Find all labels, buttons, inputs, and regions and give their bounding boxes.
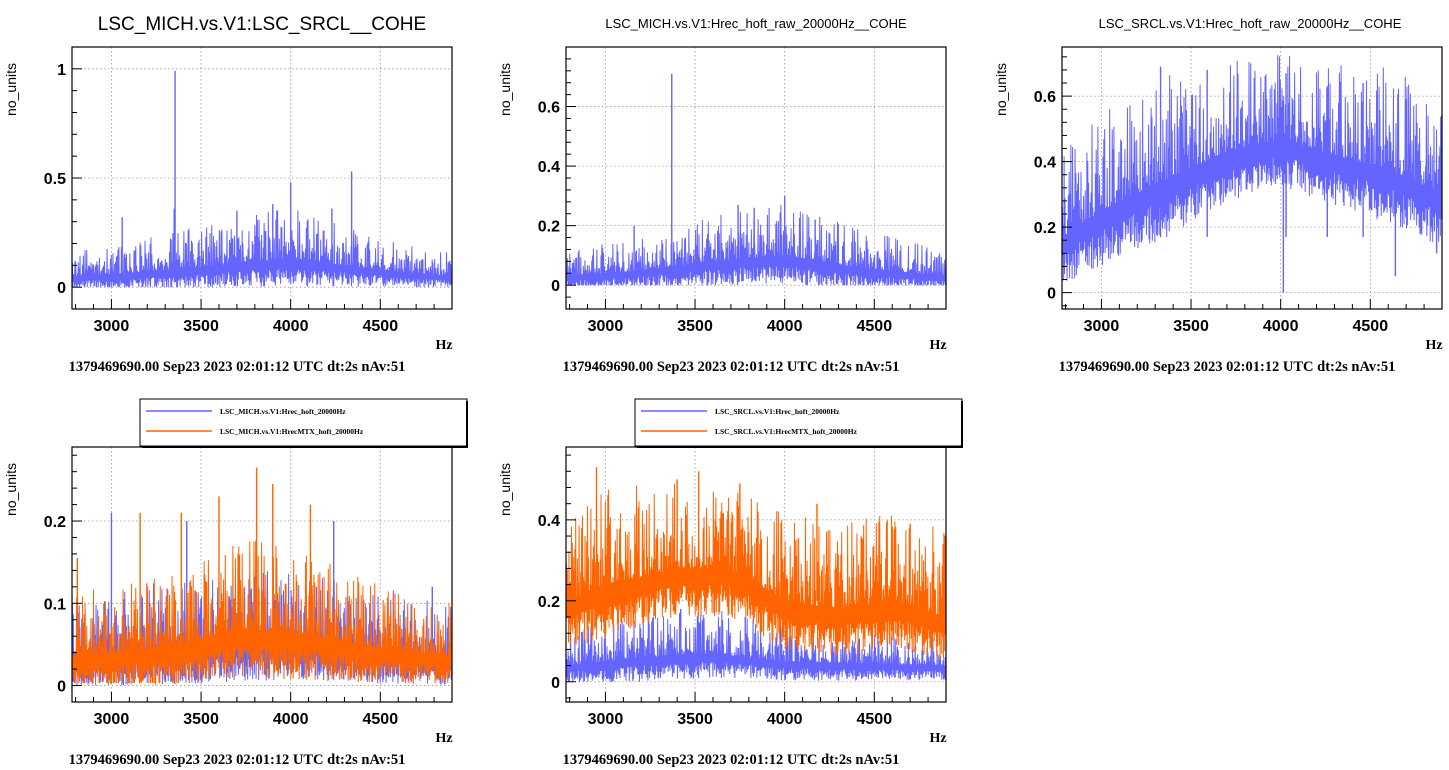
y-tick-label: 0 <box>57 679 66 696</box>
y-tick-label: 0.2 <box>1034 220 1056 237</box>
chart-panel-2: LSC_MICH.vs.V1:Hrec_hoft_raw_20000Hz__CO… <box>497 16 947 375</box>
series-trace <box>72 210 452 288</box>
x-tick-label: 3500 <box>1173 318 1209 335</box>
x-tick-label: 3500 <box>677 318 713 335</box>
series-trace <box>1062 55 1442 281</box>
x-tick-label: 3000 <box>94 711 130 728</box>
legend-label: LSC_MICH.vs.V1:HrecMTX_hoft_20000Hz <box>220 427 364 436</box>
y-tick-label: 0.4 <box>538 513 560 530</box>
y-axis <box>1062 56 1072 307</box>
y-tick-label: 0 <box>1047 286 1056 303</box>
x-axis <box>1065 299 1443 309</box>
y-axis <box>566 454 576 699</box>
chart-footer: 1379469690.00 Sep23 2023 02:01:12 UTC dt… <box>563 752 900 768</box>
chart-footer: 1379469690.00 Sep23 2023 02:01:12 UTC dt… <box>69 752 406 768</box>
x-tick-label: 4000 <box>1263 318 1299 335</box>
chart-title: LSC_MICH.vs.V1:Hrec_hoft_raw_20000Hz__CO… <box>605 16 907 31</box>
chart-footer: 1379469690.00 Sep23 2023 02:01:12 UTC dt… <box>69 359 406 375</box>
legend-box <box>139 398 468 447</box>
x-tick-label: 4500 <box>857 711 893 728</box>
x-tick-label: 3500 <box>183 711 219 728</box>
x-axis <box>75 299 453 309</box>
y-tick-label: 0 <box>551 278 560 295</box>
chart-title: LSC_SRCL.vs.V1:Hrec_hoft_raw_20000Hz__CO… <box>1099 16 1402 31</box>
chart-footer: 1379469690.00 Sep23 2023 02:01:12 UTC dt… <box>563 359 900 375</box>
x-axis-label: Hz <box>435 338 452 353</box>
y-tick-label: 0.1 <box>44 596 66 613</box>
x-tick-label: 3000 <box>94 318 130 335</box>
y-axis <box>72 46 82 310</box>
x-tick-label: 3000 <box>588 318 624 335</box>
plot-frame <box>1061 46 1443 310</box>
x-axis-label: Hz <box>435 731 452 746</box>
legend: LSC_SRCL.vs.V1:Hrec_hoft_20000Hz LSC_SRCL… <box>634 398 963 448</box>
x-tick-label: 3500 <box>183 318 219 335</box>
x-tick-label: 4500 <box>363 711 399 728</box>
x-axis-label: Hz <box>929 338 946 353</box>
legend-label: LSC_SRCL.vs.V1:HrecMTX_hoft_20000Hz <box>715 427 858 436</box>
y-tick-label: 0 <box>57 280 66 297</box>
series-trace <box>566 611 946 682</box>
grid <box>72 47 452 309</box>
y-axis <box>566 46 576 310</box>
y-axis-label: no_units <box>497 463 513 516</box>
series-trace <box>566 483 946 666</box>
x-tick-label: 4000 <box>767 318 803 335</box>
x-tick-label: 4000 <box>273 711 309 728</box>
y-axis <box>72 454 82 703</box>
chart-title: LSC_MICH.vs.V1:LSC_SRCL__COHE <box>98 14 426 35</box>
x-tick-label: 3500 <box>677 711 713 728</box>
y-tick-label: 1 <box>57 62 66 79</box>
x-tick-label: 4500 <box>363 318 399 335</box>
grid <box>566 47 946 309</box>
legend-label: LSC_MICH.vs.V1:Hrec_hoft_20000Hz <box>220 407 346 416</box>
x-tick-label: 3000 <box>588 711 624 728</box>
chart-panel-5: 3000 3500 4000 4500 Hz 0 0.2 0.4 no_units 1379469… <box>497 398 963 768</box>
x-tick-label: 3000 <box>1084 318 1120 335</box>
series-trace <box>566 204 946 286</box>
y-tick-label: 0 <box>551 675 560 692</box>
x-axis-label: Hz <box>929 731 946 746</box>
y-axis-label: no_units <box>993 63 1009 116</box>
x-axis-label: Hz <box>1425 338 1442 353</box>
legend: LSC_MICH.vs.V1:Hrec_hoft_20000Hz LSC_MICH… <box>139 398 468 448</box>
x-tick-label: 4000 <box>767 711 803 728</box>
y-tick-label: 0.2 <box>538 219 560 236</box>
y-tick-label: 0.4 <box>538 159 560 176</box>
chart-panel-4: 3000 3500 4000 4500 Hz 0 0.1 0.2 no_units 1379469… <box>3 398 468 768</box>
y-tick-label: 0.2 <box>538 594 560 611</box>
x-tick-label: 4000 <box>273 318 309 335</box>
y-tick-label: 0.5 <box>44 171 66 188</box>
y-tick-label: 0.6 <box>1034 89 1056 106</box>
legend-label: LSC_SRCL.vs.V1:Hrec_hoft_20000Hz <box>715 407 840 416</box>
x-axis <box>569 299 947 309</box>
y-axis-label: no_units <box>3 463 19 516</box>
chart-panel-3: LSC_SRCL.vs.V1:Hrec_hoft_raw_20000Hz__CO… <box>993 16 1443 375</box>
series-trace <box>72 571 452 686</box>
chart-panel-1: LSC_MICH.vs.V1:LSC_SRCL__COHE 3000 3500 400… <box>3 14 453 375</box>
y-tick-label: 0.2 <box>44 514 66 531</box>
x-axis <box>569 692 947 702</box>
y-axis-label: no_units <box>497 63 513 116</box>
y-axis-label: no_units <box>3 63 19 116</box>
series-trace <box>72 540 452 684</box>
y-tick-label: 0.4 <box>1034 155 1056 172</box>
x-tick-label: 4500 <box>1353 318 1389 335</box>
x-tick-label: 4500 <box>857 318 893 335</box>
x-axis <box>75 692 453 702</box>
chart-footer: 1379469690.00 Sep23 2023 02:01:12 UTC dt… <box>1059 359 1396 375</box>
y-tick-label: 0.6 <box>538 100 560 117</box>
